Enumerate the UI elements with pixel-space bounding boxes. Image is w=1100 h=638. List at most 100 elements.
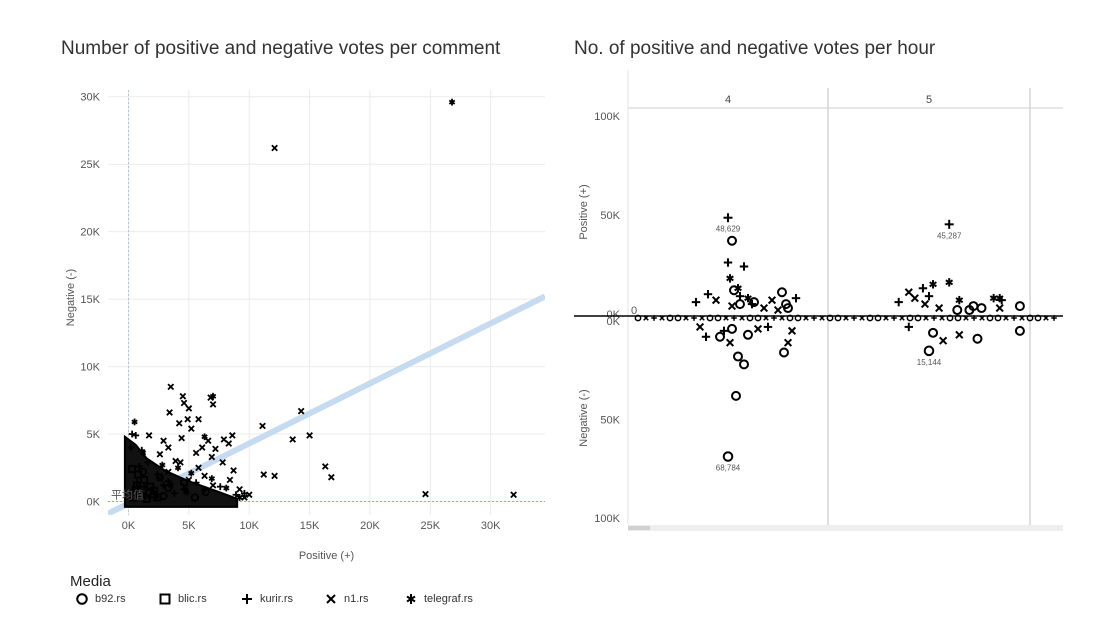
baseline-point — [754, 314, 762, 322]
n1.rs-point — [177, 459, 184, 466]
baseline-point — [691, 315, 697, 321]
n1.rs-point — [787, 326, 797, 335]
baseline-point — [914, 314, 922, 322]
legend-item-label: telegraf.rs — [424, 593, 473, 605]
baseline-point — [706, 314, 714, 322]
facet-label: 5 — [926, 94, 932, 106]
baseline-point — [1034, 314, 1042, 322]
legend-item-b92-rs: b92.rs — [75, 592, 126, 606]
kurir.rs-point — [723, 258, 733, 267]
n1.rs-point — [204, 437, 212, 445]
n1.rs-point — [185, 405, 193, 412]
b92.rs-point — [201, 487, 210, 497]
baseline-point — [731, 315, 737, 321]
b92.rs-point — [155, 473, 165, 482]
n1.rs-point — [192, 449, 200, 457]
b92.rs-point — [164, 483, 173, 493]
n1.rs-point — [179, 392, 187, 400]
telegraf.rs-point — [209, 392, 217, 400]
legend-marker — [159, 593, 171, 605]
annotation-label: 15,144 — [917, 358, 942, 367]
n1.rs-point — [219, 459, 227, 466]
n1.rs-point — [166, 409, 173, 416]
baseline-point — [723, 315, 729, 321]
b92.rs-point — [727, 235, 737, 246]
telegraf.rs-point — [159, 461, 166, 469]
n1.rs-point — [226, 476, 234, 484]
n1.rs-point — [695, 322, 705, 331]
annotated-point — [944, 219, 954, 229]
blic.rs-point — [140, 475, 149, 484]
plus-icon — [242, 594, 252, 604]
kurir.rs-point — [132, 431, 140, 439]
baseline-point — [819, 315, 825, 321]
kurir.rs-point — [894, 297, 903, 307]
b92.rs-point — [739, 359, 749, 370]
telegraf.rs-point — [945, 278, 954, 287]
n1.rs-point — [935, 303, 944, 313]
baseline-point — [659, 315, 665, 321]
baseline-point — [634, 314, 642, 322]
n1.rs-point — [327, 473, 335, 481]
x-tick-label: 25K — [421, 520, 441, 532]
telegraf.rs-point — [995, 293, 1004, 303]
n1.rs-point — [172, 457, 179, 465]
baseline-point — [834, 314, 842, 322]
blic.rs-point — [128, 465, 137, 474]
kurir.rs-point — [144, 458, 152, 466]
legend-marker — [76, 593, 88, 605]
n1.rs-point — [321, 463, 329, 470]
baseline-point — [979, 315, 985, 321]
blic.rs-point — [134, 470, 143, 479]
n1.rs-point — [727, 302, 737, 311]
y-tick-label: 0K — [87, 497, 101, 509]
telegraf.rs-point — [208, 475, 216, 482]
blic.rs-point — [153, 493, 162, 502]
kurir.rs-point — [747, 299, 757, 309]
y-tick-label-top: 0K — [607, 309, 621, 321]
blic.rs-point — [131, 485, 140, 494]
y-tick-label: 30K — [80, 92, 100, 104]
n1.rs-point — [759, 303, 769, 313]
legend: Media b92.rs blic.rs kurir.rs n1.rs telegraf… — [70, 573, 590, 613]
x-tick-label: 15K — [300, 520, 320, 532]
x-tick-label: 30K — [481, 520, 501, 532]
baseline-point — [986, 314, 994, 322]
n1.rs-point — [995, 303, 1004, 313]
b92.rs-point — [952, 305, 963, 316]
n1.rs-point — [212, 445, 219, 453]
baseline-point — [794, 314, 802, 322]
legend-item-label: kurir.rs — [260, 593, 293, 605]
n1.rs-point — [184, 415, 192, 423]
b92.rs-point — [733, 351, 743, 362]
facet-label: 4 — [725, 94, 731, 106]
annotation-label: 68,784 — [716, 464, 741, 473]
n1.rs-point — [241, 494, 248, 501]
n1.rs-point — [259, 422, 266, 430]
b92.rs-point — [731, 390, 741, 401]
n1.rs-point — [289, 436, 297, 443]
asterisk-icon — [406, 594, 416, 604]
baseline-markers — [634, 314, 1057, 322]
n1.rs-point — [175, 419, 183, 427]
baseline-point — [779, 315, 785, 321]
kurir.rs-point — [128, 430, 136, 438]
n1.rs-point — [297, 407, 305, 415]
y-tick-label: 20K — [80, 227, 100, 239]
n1.rs-point — [209, 401, 217, 408]
annotated-point — [723, 213, 733, 223]
kurir.rs-point — [216, 483, 224, 491]
x-axis-title: Positive (+) — [299, 550, 354, 562]
kurir.rs-point — [918, 284, 928, 293]
kurir.rs-point — [735, 291, 745, 301]
n1.rs-point — [228, 432, 236, 439]
n1.rs-point — [178, 434, 185, 442]
n1.rs-point — [187, 425, 195, 433]
markers — [123, 98, 517, 508]
n1.rs-point — [773, 305, 783, 315]
n1.rs-point — [271, 144, 278, 152]
kurir.rs-point — [135, 463, 143, 470]
scrollbar-track — [628, 525, 1063, 531]
baseline-point — [674, 314, 682, 322]
